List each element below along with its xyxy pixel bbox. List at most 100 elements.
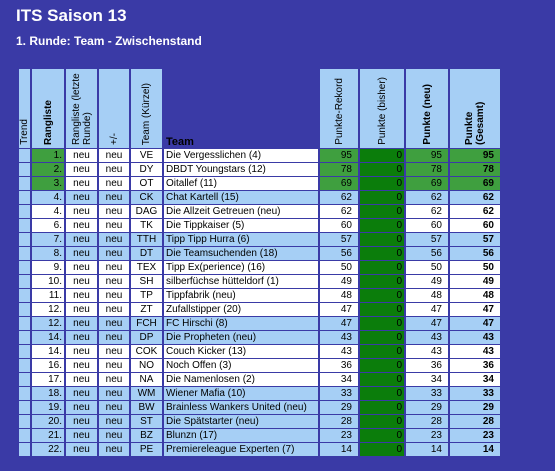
points-record: 23 <box>320 429 358 442</box>
points-new: 62 <box>406 191 448 204</box>
trend-cell <box>19 373 30 386</box>
points-record: 57 <box>320 233 358 246</box>
points-record: 62 <box>320 191 358 204</box>
team-code: NA <box>131 373 162 386</box>
rank: 22. <box>32 443 64 456</box>
points-record: 47 <box>320 317 358 330</box>
points-record: 28 <box>320 415 358 428</box>
title: ITS Saison 13 <box>16 6 127 25</box>
trend-cell <box>19 219 30 232</box>
trend-cell <box>19 387 30 400</box>
team-name: Oitallef (11) <box>164 177 318 190</box>
trend-cell <box>19 191 30 204</box>
points-total: 62 <box>450 191 500 204</box>
column-header-text: Punkte (neu) <box>421 84 433 145</box>
trend-cell <box>19 331 30 344</box>
points-total: 50 <box>450 261 500 274</box>
change: neu <box>99 219 129 232</box>
points-new: 14 <box>406 443 448 456</box>
table-row: 12. neu neu FCH FC Hirschi (8) 47 0 47 47 <box>19 317 500 330</box>
team-name: Die Tippkaiser (5) <box>164 219 318 232</box>
points-before: 0 <box>360 261 404 274</box>
last-rank: neu <box>66 233 97 246</box>
points-record: 14 <box>320 443 358 456</box>
table-row: 11. neu neu TP Tippfabrik (neu) 48 0 48 48 <box>19 289 500 302</box>
column-header: Team <box>166 136 194 148</box>
points-new: 23 <box>406 429 448 442</box>
points-new: 78 <box>406 163 448 176</box>
points-before: 0 <box>360 219 404 232</box>
change: neu <box>99 177 129 190</box>
trend-cell <box>19 415 30 428</box>
points-total: 43 <box>450 345 500 358</box>
points-before: 0 <box>360 317 404 330</box>
points-record: 34 <box>320 373 358 386</box>
points-record: 49 <box>320 275 358 288</box>
trend-cell <box>19 149 30 162</box>
table-row: 4. neu neu DAG Die Allzeit Getreuen (neu) 62 0… <box>19 205 500 218</box>
last-rank: neu <box>66 149 97 162</box>
table-row: 1. neu neu VE Die Vergesslichen (4) 95 0 95 95 <box>19 149 500 162</box>
column-header-text: Punkte (Gesamt) <box>464 101 486 145</box>
points-new: 43 <box>406 345 448 358</box>
points-total: 33 <box>450 387 500 400</box>
trend-cell <box>19 261 30 274</box>
points-before: 0 <box>360 443 404 456</box>
rank: 12. <box>32 303 64 316</box>
change: neu <box>99 443 129 456</box>
change: neu <box>99 401 129 414</box>
change: neu <box>99 261 129 274</box>
last-rank: neu <box>66 219 97 232</box>
team-name: Die Propheten (neu) <box>164 331 318 344</box>
table-row: 8. neu neu DT Die Teamsuchenden (18) 56 0 56 56 <box>19 247 500 260</box>
column-header: Trend <box>19 69 30 148</box>
rank: 14. <box>32 331 64 344</box>
column-header: Punkte (Gesamt) <box>450 69 500 148</box>
rank: 7. <box>32 233 64 246</box>
points-new: 62 <box>406 205 448 218</box>
column-header-text: Trend <box>19 119 30 145</box>
last-rank: neu <box>66 177 97 190</box>
team-code: BZ <box>131 429 162 442</box>
team-name: Die Vergesslichen (4) <box>164 149 318 162</box>
last-rank: neu <box>66 275 97 288</box>
team-code: CK <box>131 191 162 204</box>
team-name: Die Allzeit Getreuen (neu) <box>164 205 318 218</box>
team-code: PE <box>131 443 162 456</box>
points-new: 50 <box>406 261 448 274</box>
points-before: 0 <box>360 275 404 288</box>
rank: 3. <box>32 177 64 190</box>
points-total: 36 <box>450 359 500 372</box>
points-before: 0 <box>360 149 404 162</box>
last-rank: neu <box>66 163 97 176</box>
column-header: Punkte (bisher) <box>360 69 404 148</box>
team-name: Brainless Wankers United (neu) <box>164 401 318 414</box>
last-rank: neu <box>66 373 97 386</box>
points-before: 0 <box>360 247 404 260</box>
column-header-text: +/- <box>108 133 120 145</box>
points-before: 0 <box>360 401 404 414</box>
rank: 8. <box>32 247 64 260</box>
team-code: WM <box>131 387 162 400</box>
table-row: 3. neu neu OT Oitallef (11) 69 0 69 69 <box>19 177 500 190</box>
points-record: 62 <box>320 205 358 218</box>
points-record: 48 <box>320 289 358 302</box>
points-record: 29 <box>320 401 358 414</box>
rank: 6. <box>32 219 64 232</box>
points-record: 43 <box>320 345 358 358</box>
team-name: Wiener Mafia (10) <box>164 387 318 400</box>
points-new: 47 <box>406 303 448 316</box>
column-header-text: Rangliste (letzte Runde) <box>70 73 93 145</box>
table-row: 6. neu neu TK Die Tippkaiser (5) 60 0 60 60 <box>19 219 500 232</box>
team-name: silberfüchse hütteldorf (1) <box>164 275 318 288</box>
change: neu <box>99 191 129 204</box>
column-header-text: Punkte-Rekord <box>333 78 345 145</box>
points-total: 78 <box>450 163 500 176</box>
team-name: DBDT Youngstars (12) <box>164 163 318 176</box>
points-before: 0 <box>360 387 404 400</box>
column-header: Team (Kürzel) <box>131 69 162 148</box>
points-record: 56 <box>320 247 358 260</box>
table-row: 14. neu neu COK Couch Kicker (13) 43 0 43 43 <box>19 345 500 358</box>
rank: 4. <box>32 191 64 204</box>
points-before: 0 <box>360 331 404 344</box>
